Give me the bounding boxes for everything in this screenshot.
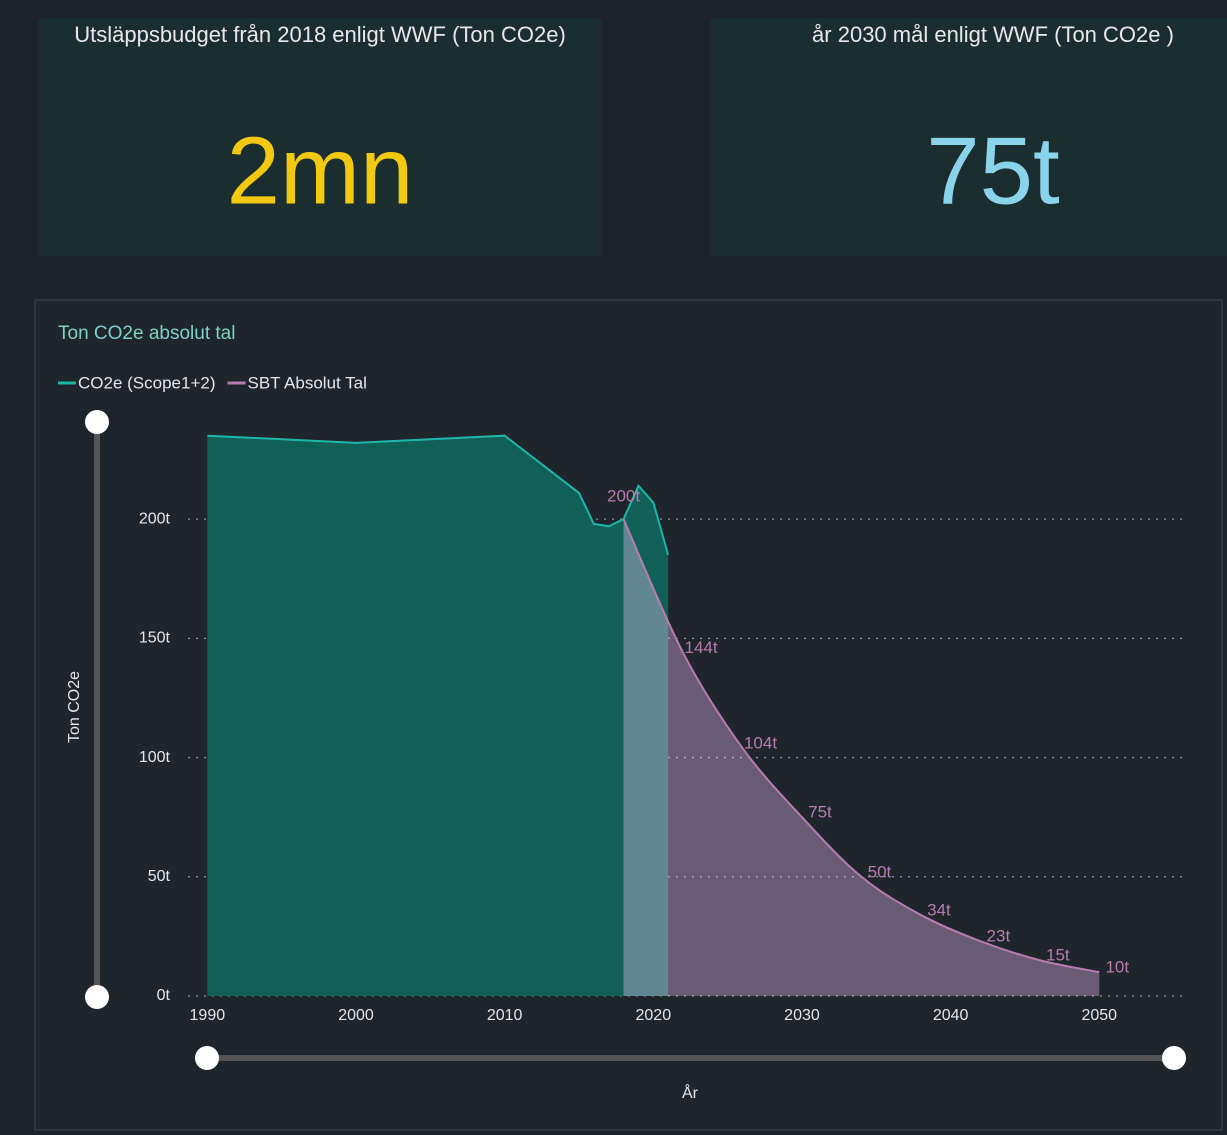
slider-handle[interactable] — [1162, 1046, 1186, 1070]
data-label: 75t — [808, 803, 832, 822]
card-value: 2mn — [227, 117, 414, 224]
card-title: Utsläppsbudget från 2018 enligt WWF (Ton… — [74, 22, 566, 47]
x-tick-label: 2040 — [933, 1007, 969, 1024]
y-slider-track[interactable] — [94, 422, 100, 997]
x-tick-label: 2000 — [338, 1007, 374, 1024]
area — [623, 519, 1100, 996]
chart-title: Ton CO2e absolut tal — [58, 323, 235, 344]
y-tick-label: 150t — [139, 630, 171, 647]
y-axis-label: Ton CO2e — [66, 671, 83, 743]
y-tick-label: 200t — [139, 510, 171, 527]
x-tick-label: 2020 — [636, 1007, 672, 1024]
data-label: 144t — [684, 638, 717, 657]
data-label: 34t — [927, 900, 951, 919]
plot: 0t 50t 100t 150t 200t 1990 2000 2010 2020 2030 204… — [58, 373, 1187, 1024]
data-label: 104t — [744, 734, 777, 753]
x-tick-label: 1990 — [190, 1007, 226, 1024]
line — [622, 518, 1100, 974]
line — [207, 434, 670, 556]
slider-handle[interactable] — [85, 410, 109, 434]
card-value: 75t — [926, 117, 1059, 224]
card — [710, 18, 1227, 256]
card — [38, 18, 602, 256]
slider-handle[interactable] — [195, 1046, 219, 1070]
data-label: 23t — [987, 927, 1011, 946]
x-tick-label: 2050 — [1081, 1007, 1117, 1024]
x-slider-track[interactable] — [207, 1055, 1174, 1061]
x-tick-label: 2010 — [487, 1007, 523, 1024]
slider-handle[interactable] — [85, 985, 109, 1009]
y-tick-label: 0t — [157, 987, 171, 1004]
x-tick-label: 2030 — [784, 1007, 820, 1024]
data-label: 15t — [1046, 946, 1070, 965]
legend-label: SBT Absolut Tal — [248, 373, 367, 392]
data-label: 50t — [868, 862, 892, 881]
y-tick-label: 50t — [148, 868, 171, 885]
x-axis-label: År — [682, 1083, 699, 1102]
data-label: 200t — [607, 487, 640, 506]
y-tick-label: 100t — [139, 749, 171, 766]
data-label: 10t — [1105, 958, 1129, 977]
area — [207, 435, 669, 997]
legend-label: CO2e (Scope1+2) — [78, 373, 216, 392]
card-title: år 2030 mål enligt WWF (Ton CO2e ) — [812, 22, 1174, 47]
